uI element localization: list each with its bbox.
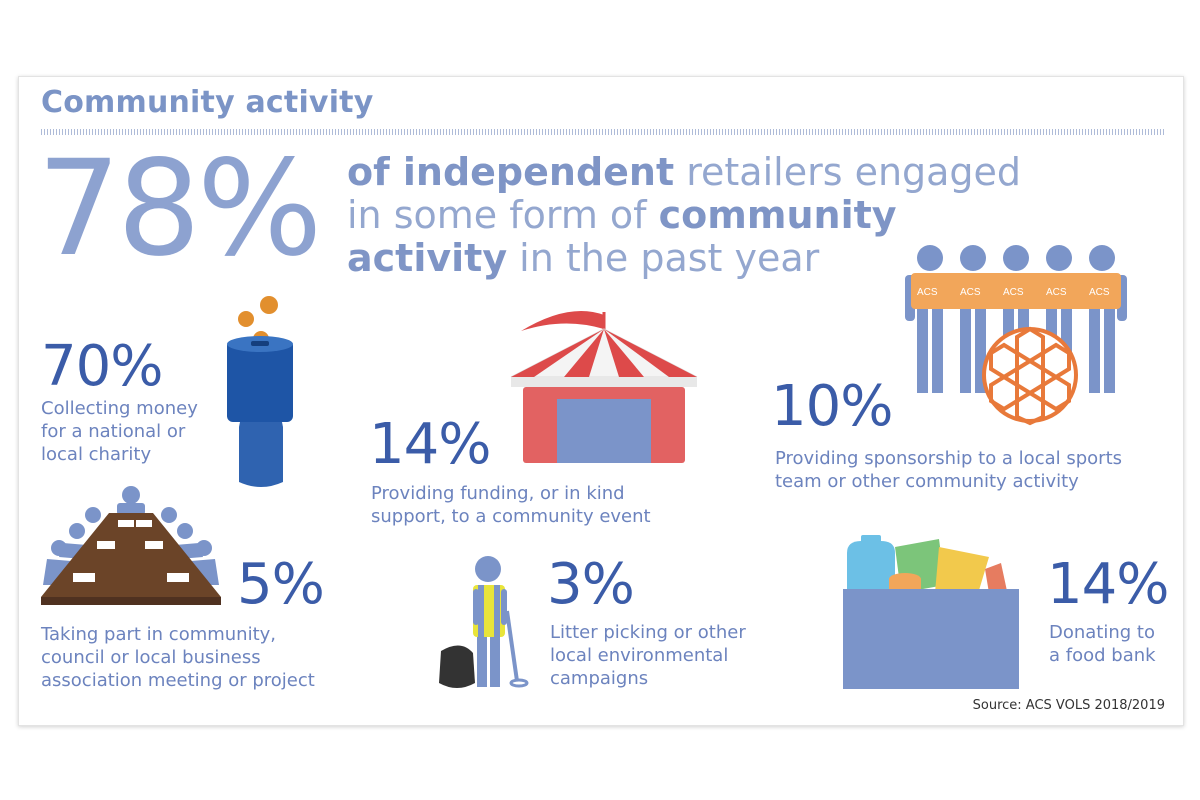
stat-sports-percent: 10% bbox=[771, 374, 893, 439]
stat-sports-description: Providing sponsorship to a local sports … bbox=[775, 447, 1122, 493]
circus-tent-icon bbox=[510, 310, 698, 463]
headline-part-6: in the past year bbox=[507, 236, 820, 280]
stat-charity-description: Collecting money for a national or local… bbox=[41, 397, 198, 466]
source-note: Source: ACS VOLS 2018/2019 bbox=[972, 698, 1165, 713]
stat-charity-percent: 70% bbox=[41, 334, 163, 399]
stat-event-percent: 14% bbox=[369, 412, 491, 477]
stat-meeting-description: Taking part in community, council or loc… bbox=[41, 623, 315, 692]
jersey-label-2: ACS bbox=[960, 287, 981, 298]
litter-picker-icon bbox=[439, 556, 529, 688]
stat-sports-line-2: team or other community activity bbox=[775, 471, 1079, 492]
stat-foodbank-description: Donating to a food bank bbox=[1049, 621, 1156, 667]
jersey-label-1: ACS bbox=[917, 287, 938, 298]
page-title: Community activity bbox=[41, 85, 374, 120]
stat-litter-line-1: Litter picking or other bbox=[550, 622, 746, 643]
food-bank-box-icon bbox=[843, 535, 1019, 689]
stat-event-line-2: support, to a community event bbox=[371, 506, 651, 527]
headline-part-2: retailers engaged bbox=[674, 150, 1022, 194]
jersey-label-3: ACS bbox=[1003, 287, 1024, 298]
title-divider bbox=[41, 129, 1165, 135]
sports-team-icon: ACS ACS ACS ACS ACS bbox=[905, 245, 1127, 426]
infographic-card: Community activity 78% of independent re… bbox=[18, 76, 1184, 726]
meeting-table-icon bbox=[41, 486, 221, 605]
stat-litter-description: Litter picking or other local environmen… bbox=[550, 621, 746, 690]
headline-part-4: community bbox=[658, 193, 897, 237]
jersey-label-4: ACS bbox=[1046, 287, 1067, 298]
headline-text: of independent retailers engaged in some… bbox=[347, 151, 1047, 280]
stat-foodbank-line-2: a food bank bbox=[1049, 645, 1156, 666]
stat-sports-line-1: Providing sponsorship to a local sports bbox=[775, 448, 1123, 469]
stat-foodbank-line-1: Donating to bbox=[1049, 622, 1155, 643]
stat-charity-line-3: local charity bbox=[41, 444, 152, 465]
stat-litter-percent: 3% bbox=[547, 552, 635, 617]
headline-part-1: of independent bbox=[347, 150, 675, 194]
stat-meeting-line-3: association meeting or project bbox=[41, 670, 315, 691]
headline-percent: 78% bbox=[37, 132, 322, 286]
stat-meeting-line-2: council or local business bbox=[41, 647, 261, 668]
stat-meeting-percent: 5% bbox=[237, 552, 325, 617]
stat-charity-line-2: for a national or bbox=[41, 421, 186, 442]
stat-litter-line-3: campaigns bbox=[550, 668, 649, 689]
stat-charity-line-1: Collecting money bbox=[41, 398, 198, 419]
stat-event-description: Providing funding, or in kind support, t… bbox=[371, 482, 651, 528]
charity-collection-tin-icon bbox=[227, 296, 293, 487]
stat-event-line-1: Providing funding, or in kind bbox=[371, 483, 625, 504]
stat-foodbank-percent: 14% bbox=[1047, 552, 1169, 617]
headline-part-5: activity bbox=[347, 236, 508, 280]
stat-meeting-line-1: Taking part in community, bbox=[41, 624, 277, 645]
headline-part-3: in some form of bbox=[347, 193, 659, 237]
stat-litter-line-2: local environmental bbox=[550, 645, 729, 666]
jersey-label-5: ACS bbox=[1089, 287, 1110, 298]
